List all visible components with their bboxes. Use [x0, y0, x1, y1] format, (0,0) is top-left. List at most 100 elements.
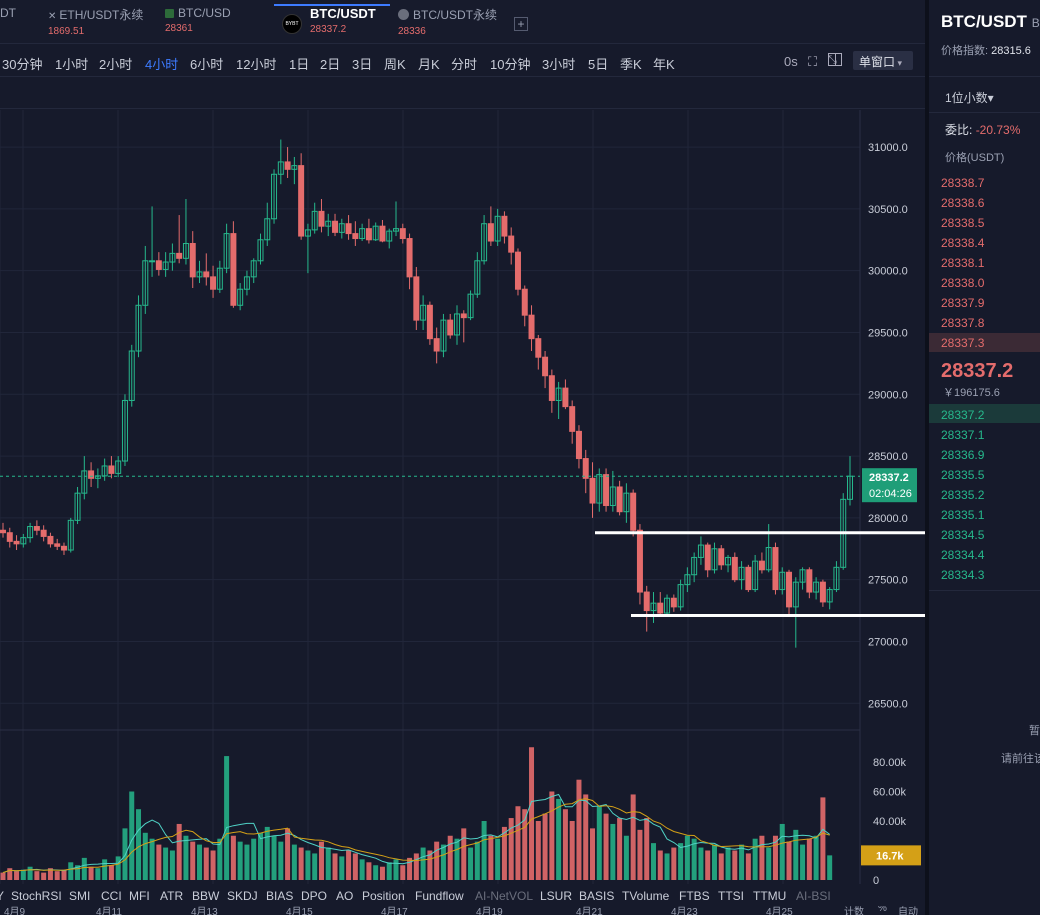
bid-row[interactable]: 28334.3 [941, 568, 985, 582]
candle-body [88, 470, 95, 479]
ask-row[interactable]: 28338.0 [941, 276, 985, 290]
ask-row[interactable]: 28337.9 [941, 296, 985, 310]
interval-timeshare[interactable]: 分时 [451, 57, 478, 72]
volume-bar [305, 850, 311, 880]
indicator-ttsi[interactable]: TTSI [718, 889, 744, 903]
shrink-icon[interactable]: ⤡ [828, 54, 837, 66]
date-tick: 4月25 [766, 907, 793, 915]
bid-row[interactable]: 28334.4 [941, 548, 985, 562]
volume-bar [684, 835, 690, 880]
date-tick: % [878, 906, 887, 914]
indicator-ai-bsi[interactable]: AI-BSI [796, 889, 831, 903]
interval-6h[interactable]: 6小时 [190, 57, 224, 72]
ask-row[interactable]: 28337.8 [941, 316, 985, 330]
candle-body [718, 548, 725, 566]
volume-axis-label: 80.00k [873, 757, 907, 769]
bid-row[interactable]: 28337.2 [941, 408, 985, 422]
tab-btc-usdt-perp[interactable]: BTC/USDT永续 28336 [398, 6, 497, 42]
interval-10min[interactable]: 10分钟 [490, 57, 531, 72]
indicator-position[interactable]: Position [362, 889, 405, 903]
indicator-skdj[interactable]: SKDJ [227, 889, 258, 903]
indicator-tvolume[interactable]: TVolume [622, 889, 670, 903]
interval-3d[interactable]: 3日 [352, 57, 373, 72]
price-axis-label: 31000.0 [868, 142, 908, 154]
candle-body [616, 486, 623, 513]
indicator-dpo[interactable]: DPO [301, 889, 328, 903]
volume-bar [386, 862, 392, 880]
indicator-bbw[interactable]: BBW [192, 889, 220, 903]
indicator-atr[interactable]: ATR [160, 889, 184, 903]
interval-week[interactable]: 周K [384, 57, 406, 72]
bid-row[interactable]: 28337.1 [941, 428, 985, 442]
interval-30min[interactable]: 30分钟 [2, 57, 43, 72]
bid-row[interactable]: 28334.5 [941, 528, 985, 542]
ask-row[interactable]: 28338.7 [941, 176, 985, 190]
interval-month[interactable]: 月K [418, 57, 440, 72]
tab-btc-usdt[interactable]: BYBT BTC/USDT 28337.2 [282, 6, 376, 42]
interval-quarter[interactable]: 季K [620, 57, 642, 72]
candle-body [779, 571, 786, 591]
countdown-label: 02:04:26 [869, 488, 912, 500]
add-tab-button[interactable]: + [514, 17, 528, 31]
tab-eth-usdt-perp[interactable]: ✕ ETH/USDT永续 1869.51 [48, 6, 143, 42]
indicator-y[interactable]: Y [0, 889, 5, 903]
candle-body [0, 529, 6, 534]
volume-bar [623, 835, 629, 880]
indicator-basis[interactable]: BASIS [579, 889, 615, 903]
indicator-lsur[interactable]: LSUR [540, 889, 573, 903]
volume-bar [224, 756, 230, 880]
interval-3h[interactable]: 3小时 [542, 57, 576, 72]
volume-bar [366, 862, 372, 880]
volume-bar [68, 862, 74, 880]
volume-bar [278, 841, 284, 880]
interval-1h[interactable]: 1小时 [55, 57, 89, 72]
single-window-select[interactable]: 单窗口 ▾ [853, 51, 913, 70]
interval-1d[interactable]: 1日 [289, 57, 310, 72]
volume-bar [793, 829, 799, 880]
interval-4h[interactable]: 4小时 [145, 57, 179, 72]
ask-row[interactable]: 28338.1 [941, 256, 985, 270]
indicator-ttmu[interactable]: TTMU [753, 889, 787, 903]
tab-btc-usd[interactable]: BTC/USD 28361 [165, 6, 231, 42]
bid-row[interactable]: 28335.1 [941, 508, 985, 522]
interval-2d[interactable]: 2日 [320, 57, 341, 72]
volume-bar [535, 821, 541, 880]
tab-prev-symbol[interactable]: DT [0, 6, 16, 42]
candle-body [420, 304, 427, 321]
volume-bar [34, 871, 40, 880]
indicator-ao[interactable]: AO [336, 889, 354, 903]
volume-bar [7, 868, 13, 880]
volume-bar [257, 832, 263, 880]
ask-row[interactable]: 28338.4 [941, 236, 985, 250]
layout-icon[interactable] [828, 53, 842, 66]
bid-row[interactable]: 28336.9 [941, 448, 985, 462]
decimals-select[interactable]: 1位小数▾ [945, 91, 994, 105]
date-tick: 4月17 [381, 907, 408, 915]
ask-row[interactable]: 28338.6 [941, 196, 985, 210]
interval-12h[interactable]: 12小时 [236, 57, 277, 72]
volume-bar [54, 871, 60, 880]
indicator-mfi[interactable]: MFI [129, 889, 150, 903]
indicator-stochrsi[interactable]: StochRSI [11, 889, 62, 903]
indicator-bias[interactable]: BIAS [266, 889, 294, 903]
ask-row[interactable]: 28337.3 [941, 336, 985, 350]
interval-year[interactable]: 年K [653, 57, 675, 72]
bid-row[interactable]: 28335.2 [941, 488, 985, 502]
indicator-cci[interactable]: CCI [101, 889, 122, 903]
candle-body [60, 545, 67, 551]
candle-body [20, 537, 27, 545]
indicator-smi[interactable]: SMI [69, 889, 91, 903]
fullscreen-icon[interactable]: ⛶ [808, 54, 818, 69]
candlestick-chart[interactable]: 31000.0 30500.0 30000.0 29500.0 29000.0 28500… [0, 110, 925, 884]
indicator-ai-netvol[interactable]: AI-NetVOL [475, 889, 534, 903]
ask-row[interactable]: 28338.5 [941, 216, 985, 230]
candle-body [196, 271, 203, 278]
interval-5d[interactable]: 5日 [588, 57, 609, 72]
indicator-ftbs[interactable]: FTBS [679, 889, 710, 903]
volume-bar [203, 847, 209, 880]
bid-row[interactable]: 28335.5 [941, 468, 985, 482]
interval-2h[interactable]: 2小时 [99, 57, 133, 72]
candle-body [291, 165, 298, 170]
volume-bar [495, 838, 501, 880]
indicator-fundflow[interactable]: Fundflow [415, 889, 464, 903]
